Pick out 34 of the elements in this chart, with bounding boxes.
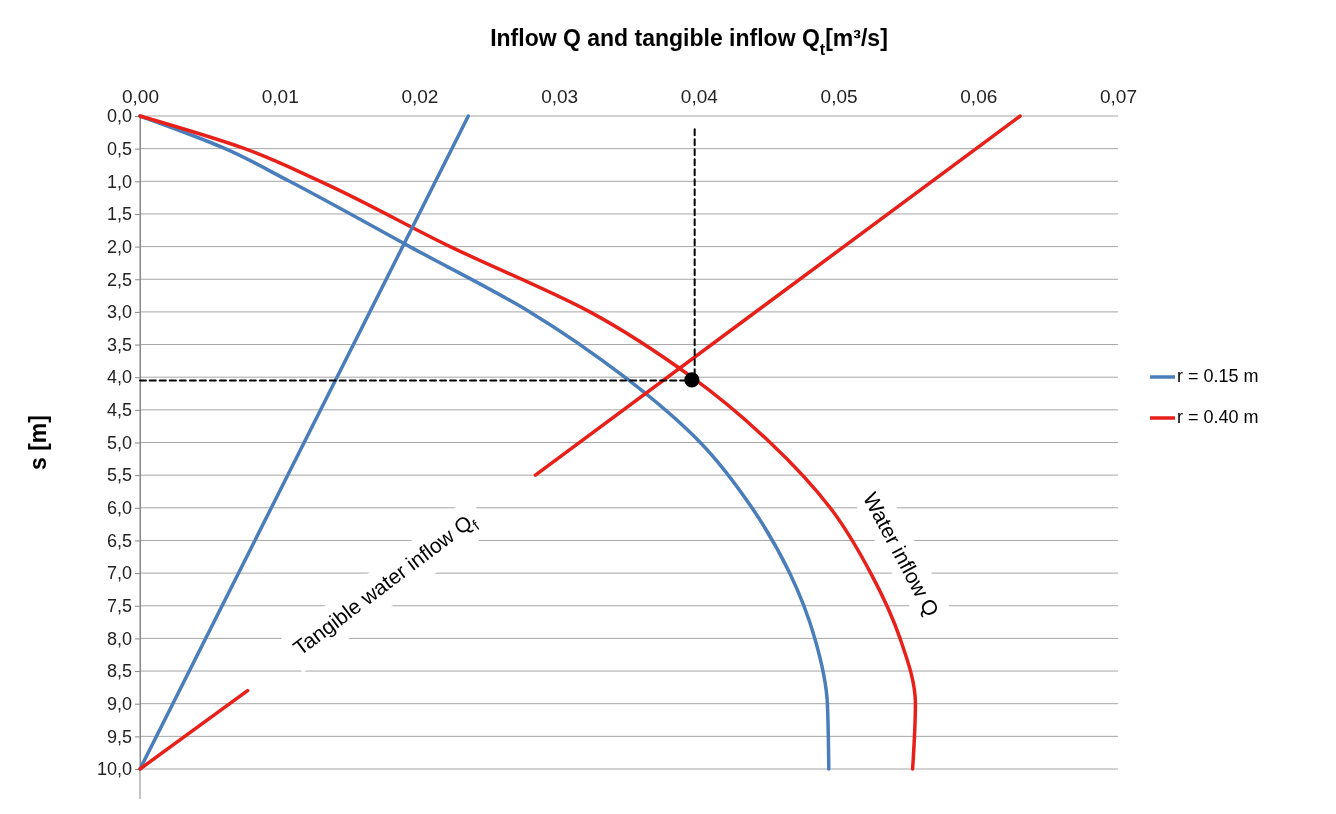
y-tick-label: 5,5 (106, 465, 132, 486)
y-tick-label: 8,0 (106, 628, 132, 649)
x-tick-label: 0,00 (122, 86, 159, 107)
y-tick-label: 8,5 (106, 661, 132, 682)
legend-label: r = 0.40 m (1177, 406, 1259, 427)
x-tick-label: 0,07 (1100, 86, 1137, 107)
x-tick-label: 0,06 (960, 86, 998, 107)
y-tick-label: 1,5 (106, 204, 132, 225)
y-axis-title: s [m] (25, 415, 51, 470)
y-tick-label: 0,5 (106, 138, 132, 159)
x-tick-label: 0,01 (261, 86, 299, 107)
legend-label: r = 0.15 m (1177, 365, 1259, 386)
x-tick-label: 0,03 (541, 86, 579, 107)
y-tick-label: 2,0 (106, 236, 132, 257)
y-tick-label: 4,5 (106, 400, 132, 421)
y-tick-label: 7,0 (106, 563, 132, 584)
x-tick-label: 0,04 (680, 86, 719, 107)
y-tick-label: 9,0 (106, 693, 132, 714)
y-tick-label: 5,0 (106, 432, 132, 453)
x-tick-label: 0,02 (401, 86, 439, 107)
y-tick-label: 0,0 (106, 106, 132, 127)
x-tick-label: 0,05 (820, 86, 858, 107)
y-tick-label: 2,5 (106, 269, 132, 290)
y-tick-label: 3,5 (106, 334, 132, 355)
y-tick-label: 6,0 (106, 498, 132, 519)
y-tick-label: 7,5 (106, 596, 132, 617)
y-tick-label: 1,0 (106, 171, 132, 192)
y-tick-label: 4,0 (106, 367, 132, 388)
y-tick-label: 3,0 (106, 302, 132, 323)
x-axis-title: Inflow Q and tangible inflow Q$_{t}$[m³/s] (490, 25, 888, 58)
y-tick-label: 10,0 (96, 759, 132, 780)
annotation: Water inflow Q (859, 488, 945, 620)
y-tick-label: 9,5 (106, 726, 132, 747)
y-tick-label: 6,5 (106, 530, 132, 551)
